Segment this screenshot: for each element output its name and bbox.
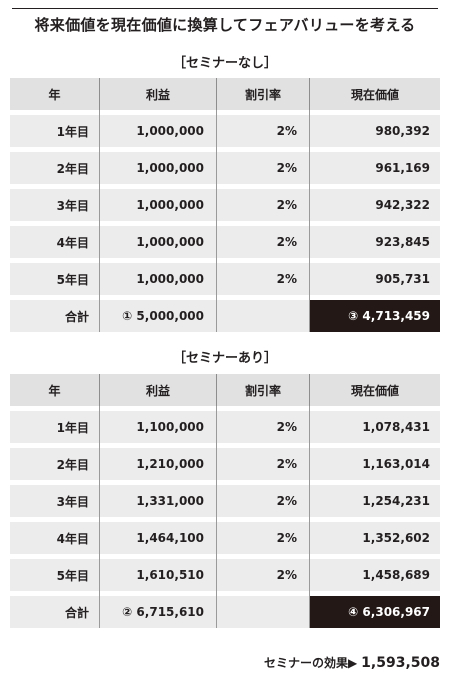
rate-cell: 2%	[216, 152, 309, 184]
year-cell: 5年目	[10, 263, 99, 295]
total-present-value-cell: ④ 6,306,967	[309, 596, 440, 628]
column-header-year: 年	[10, 374, 99, 406]
section-label-with-seminar: ［セミナーあり］	[172, 351, 277, 366]
total-row: 合計 ② 6,715,610 ④ 6,306,967	[10, 596, 440, 628]
present-value-cell: 905,731	[309, 263, 440, 295]
rate-cell: 2%	[216, 189, 309, 221]
total-rate-cell	[216, 300, 309, 332]
column-header-year: 年	[10, 78, 99, 110]
year-cell: 4年目	[10, 522, 99, 554]
profit-cell: 1,000,000	[99, 189, 216, 221]
column-header-profit: 利益	[99, 78, 216, 110]
column-header-present-value: 現在価値	[309, 78, 440, 110]
total-profit-cell: ① 5,000,000	[99, 300, 216, 332]
profit-cell: 1,610,510	[99, 559, 216, 591]
page-title: 将来価値を現在価値に換算してフェアバリューを考える	[34, 16, 416, 34]
total-label-cell: 合計	[10, 300, 99, 332]
present-value-cell: 1,078,431	[309, 411, 440, 443]
year-cell: 4年目	[10, 226, 99, 258]
year-cell: 2年目	[10, 152, 99, 184]
table-row: 2年目 1,000,000 2% 961,169	[10, 152, 440, 184]
present-value-cell: 1,458,689	[309, 559, 440, 591]
present-value-cell: 923,845	[309, 226, 440, 258]
column-header-profit: 利益	[99, 374, 216, 406]
pv-table-with-seminar: 年 利益 割引率 現在価値 1年目 1,100,000 2% 1,078,431…	[10, 374, 440, 628]
rate-cell: 2%	[216, 485, 309, 517]
profit-cell: 1,000,000	[99, 226, 216, 258]
table-row: 5年目 1,000,000 2% 905,731	[10, 263, 440, 295]
profit-cell: 1,210,000	[99, 448, 216, 480]
present-value-cell: 980,392	[309, 115, 440, 147]
profit-cell: 1,000,000	[99, 152, 216, 184]
column-header-rate: 割引率	[216, 374, 309, 406]
present-value-cell: 1,163,014	[309, 448, 440, 480]
total-row: 合計 ① 5,000,000 ③ 4,713,459	[10, 300, 440, 332]
profit-cell: 1,000,000	[99, 263, 216, 295]
profit-cell: 1,000,000	[99, 115, 216, 147]
table-row: 3年目 1,331,000 2% 1,254,231	[10, 485, 440, 517]
total-label-cell: 合計	[10, 596, 99, 628]
year-cell: 3年目	[10, 485, 99, 517]
profit-cell: 1,331,000	[99, 485, 216, 517]
profit-cell: 1,100,000	[99, 411, 216, 443]
table-row: 4年目 1,000,000 2% 923,845	[10, 226, 440, 258]
year-cell: 1年目	[10, 115, 99, 147]
seminar-effect: セミナーの効果▶ 1,593,508	[264, 654, 440, 671]
total-profit-cell: ② 6,715,610	[99, 596, 216, 628]
table-row: 1年目 1,000,000 2% 980,392	[10, 115, 440, 147]
present-value-cell: 961,169	[309, 152, 440, 184]
seminar-effect-value: 1,593,508	[361, 655, 440, 671]
section-label-without-seminar: ［セミナーなし］	[172, 56, 277, 71]
rate-cell: 2%	[216, 226, 309, 258]
total-present-value-cell: ③ 4,713,459	[309, 300, 440, 332]
year-cell: 1年目	[10, 411, 99, 443]
top-rule	[12, 8, 438, 9]
seminar-effect-label: セミナーの効果▶	[263, 656, 358, 670]
table-row: 1年目 1,100,000 2% 1,078,431	[10, 411, 440, 443]
table-row: 3年目 1,000,000 2% 942,322	[10, 189, 440, 221]
present-value-cell: 1,254,231	[309, 485, 440, 517]
year-cell: 5年目	[10, 559, 99, 591]
pv-table-without-seminar: 年 利益 割引率 現在価値 1年目 1,000,000 2% 980,392 2…	[10, 78, 440, 332]
table-row: 5年目 1,610,510 2% 1,458,689	[10, 559, 440, 591]
year-cell: 3年目	[10, 189, 99, 221]
rate-cell: 2%	[216, 559, 309, 591]
rate-cell: 2%	[216, 263, 309, 295]
column-header-present-value: 現在価値	[309, 374, 440, 406]
rate-cell: 2%	[216, 115, 309, 147]
rate-cell: 2%	[216, 522, 309, 554]
table-row: 2年目 1,210,000 2% 1,163,014	[10, 448, 440, 480]
table-header-row: 年 利益 割引率 現在価値	[10, 78, 440, 110]
total-rate-cell	[216, 596, 309, 628]
rate-cell: 2%	[216, 448, 309, 480]
column-header-rate: 割引率	[216, 78, 309, 110]
present-value-cell: 942,322	[309, 189, 440, 221]
present-value-cell: 1,352,602	[309, 522, 440, 554]
year-cell: 2年目	[10, 448, 99, 480]
rate-cell: 2%	[216, 411, 309, 443]
profit-cell: 1,464,100	[99, 522, 216, 554]
table-row: 4年目 1,464,100 2% 1,352,602	[10, 522, 440, 554]
table-header-row: 年 利益 割引率 現在価値	[10, 374, 440, 406]
